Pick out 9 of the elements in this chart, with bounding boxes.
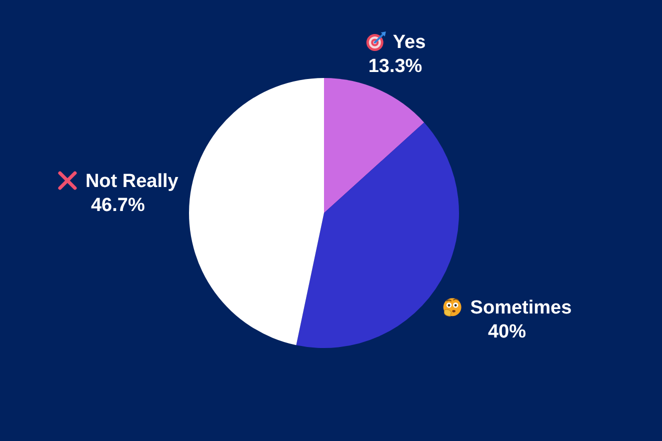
pie-slice [189, 78, 324, 346]
slice-label: Sometimes [470, 298, 572, 319]
data-label: 13.3% [368, 56, 422, 77]
slice-label: Yes [392, 32, 426, 53]
slice-label: Not Really [85, 171, 179, 192]
pie-slice [296, 122, 459, 348]
pie-slice [324, 78, 424, 213]
data-label: 40% [488, 322, 526, 343]
data-label: 46.7% [90, 195, 145, 216]
